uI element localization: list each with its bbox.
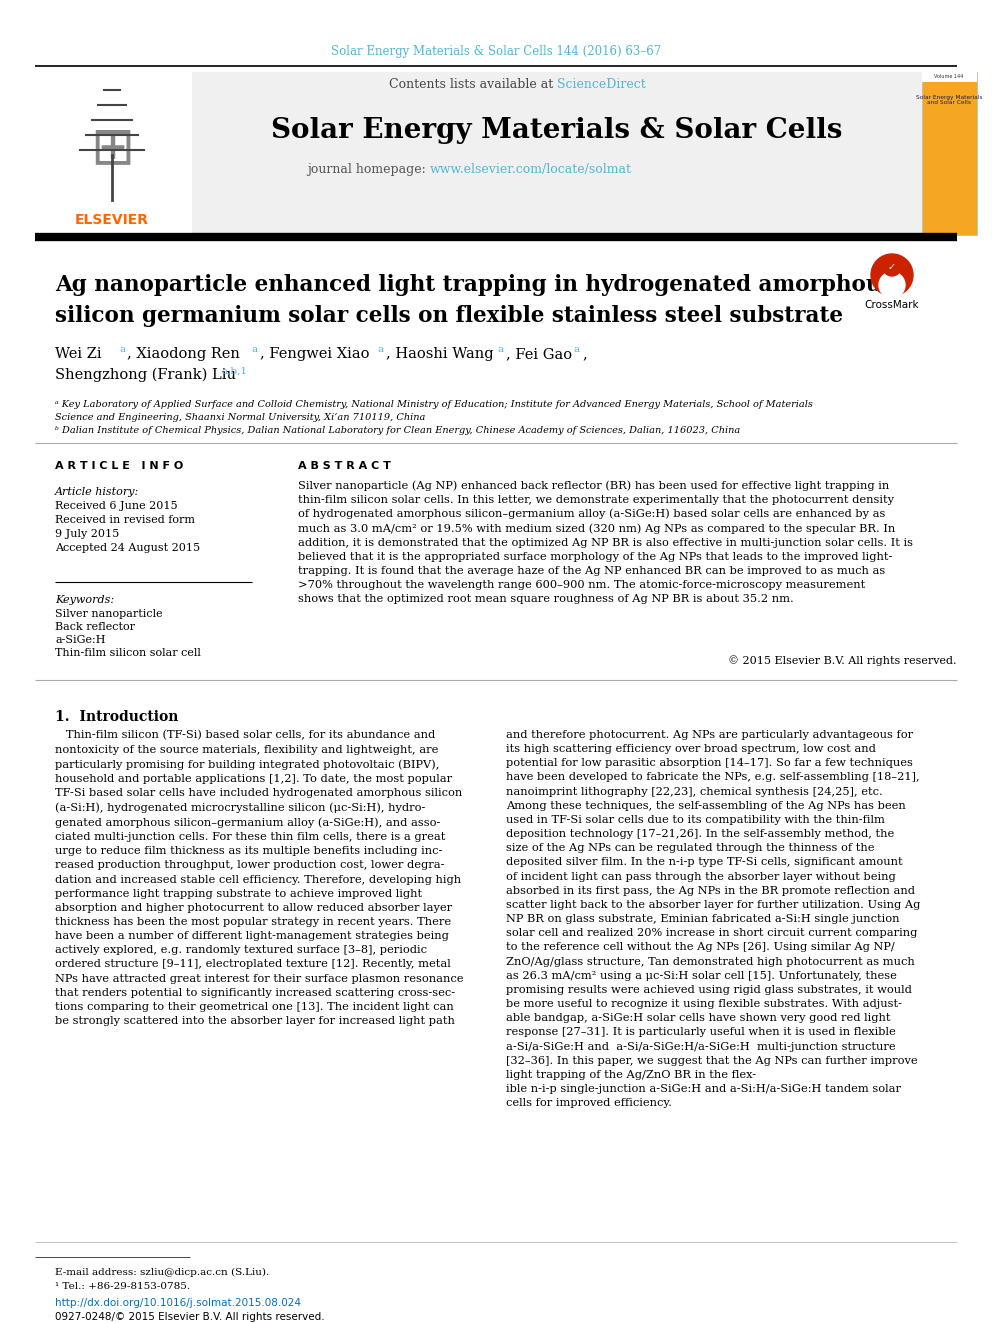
Text: ¹ Tel.: +86-29-8153-0785.: ¹ Tel.: +86-29-8153-0785. — [55, 1282, 190, 1291]
Text: Thin-film silicon (TF-Si) based solar cells, for its abundance and
nontoxicity o: Thin-film silicon (TF-Si) based solar ce… — [55, 730, 463, 1027]
Text: ✓: ✓ — [888, 262, 896, 273]
Text: Shengzhong (Frank) Liu: Shengzhong (Frank) Liu — [55, 368, 241, 382]
Text: a: a — [498, 345, 504, 355]
Text: Article history:: Article history: — [55, 487, 139, 497]
Text: , Haoshi Wang: , Haoshi Wang — [386, 347, 498, 361]
Text: Solar Energy Materials
and Solar Cells: Solar Energy Materials and Solar Cells — [916, 95, 982, 106]
Text: ⊞: ⊞ — [90, 122, 134, 175]
Text: Back reflector: Back reflector — [55, 622, 135, 632]
Text: Wei Zi: Wei Zi — [55, 347, 106, 361]
Text: Accepted 24 August 2015: Accepted 24 August 2015 — [55, 542, 200, 553]
Text: Contents lists available at: Contents lists available at — [389, 78, 557, 90]
Text: Science and Engineering, Shaanxi Normal University, Xi’an 710119, China: Science and Engineering, Shaanxi Normal … — [55, 413, 426, 422]
Text: E-mail address: szliu@dicp.ac.cn (S.Liu).: E-mail address: szliu@dicp.ac.cn (S.Liu)… — [55, 1267, 269, 1277]
Text: 9 July 2015: 9 July 2015 — [55, 529, 119, 538]
Text: , Fei Gao: , Fei Gao — [506, 347, 576, 361]
Text: Keywords:: Keywords: — [55, 595, 114, 605]
Text: www.elsevier.com/locate/solmat: www.elsevier.com/locate/solmat — [430, 164, 632, 176]
Text: journal homepage:: journal homepage: — [308, 164, 430, 176]
Text: a: a — [252, 345, 258, 355]
Circle shape — [883, 258, 901, 277]
FancyBboxPatch shape — [192, 71, 924, 235]
Text: a: a — [574, 345, 580, 355]
Text: Received in revised form: Received in revised form — [55, 515, 195, 525]
Text: ,: , — [582, 347, 586, 361]
Text: ᵃ Key Laboratory of Applied Surface and Colloid Chemistry, National Ministry of : ᵃ Key Laboratory of Applied Surface and … — [55, 400, 812, 409]
Text: Silver nanoparticle: Silver nanoparticle — [55, 609, 163, 619]
FancyBboxPatch shape — [922, 71, 977, 235]
Text: ᵇ Dalian Institute of Chemical Physics, Dalian National Laboratory for Clean Ene: ᵇ Dalian Institute of Chemical Physics, … — [55, 426, 740, 435]
Text: Solar Energy Materials & Solar Cells: Solar Energy Materials & Solar Cells — [272, 116, 842, 143]
Text: , Xiaodong Ren: , Xiaodong Ren — [127, 347, 244, 361]
Text: A B S T R A C T: A B S T R A C T — [298, 460, 391, 471]
Text: Silver nanoparticle (Ag NP) enhanced back reflector (BR) has been used for effec: Silver nanoparticle (Ag NP) enhanced bac… — [298, 480, 913, 605]
Text: a: a — [378, 345, 384, 355]
Text: 0927-0248/© 2015 Elsevier B.V. All rights reserved.: 0927-0248/© 2015 Elsevier B.V. All right… — [55, 1312, 324, 1322]
Text: ScienceDirect: ScienceDirect — [557, 78, 646, 90]
Text: A R T I C L E   I N F O: A R T I C L E I N F O — [55, 460, 184, 471]
Text: and therefore photocurrent. Ag NPs are particularly advantageous for
its high sc: and therefore photocurrent. Ag NPs are p… — [506, 730, 921, 1109]
Text: silicon germanium solar cells on flexible stainless steel substrate: silicon germanium solar cells on flexibl… — [55, 306, 843, 327]
FancyBboxPatch shape — [35, 71, 190, 235]
FancyBboxPatch shape — [922, 71, 977, 82]
Text: http://dx.doi.org/10.1016/j.solmat.2015.08.024: http://dx.doi.org/10.1016/j.solmat.2015.… — [55, 1298, 301, 1308]
Text: a,b,1: a,b,1 — [222, 366, 248, 376]
Circle shape — [879, 273, 905, 298]
Text: Ag nanoparticle enhanced light trapping in hydrogenated amorphous: Ag nanoparticle enhanced light trapping … — [55, 274, 894, 296]
Text: © 2015 Elsevier B.V. All rights reserved.: © 2015 Elsevier B.V. All rights reserved… — [728, 655, 957, 665]
Text: a: a — [119, 345, 125, 355]
Text: , Fengwei Xiao: , Fengwei Xiao — [260, 347, 374, 361]
Text: Received 6 June 2015: Received 6 June 2015 — [55, 501, 178, 511]
Text: Volume 144: Volume 144 — [934, 74, 963, 79]
Circle shape — [871, 254, 913, 296]
Text: 1.  Introduction: 1. Introduction — [55, 710, 179, 724]
Text: Thin-film silicon solar cell: Thin-film silicon solar cell — [55, 648, 200, 658]
Text: CrossMark: CrossMark — [865, 300, 920, 310]
Text: Solar Energy Materials & Solar Cells 144 (2016) 63–67: Solar Energy Materials & Solar Cells 144… — [331, 45, 661, 58]
Text: a-SiGe:H: a-SiGe:H — [55, 635, 105, 646]
Text: ELSEVIER: ELSEVIER — [75, 213, 149, 228]
